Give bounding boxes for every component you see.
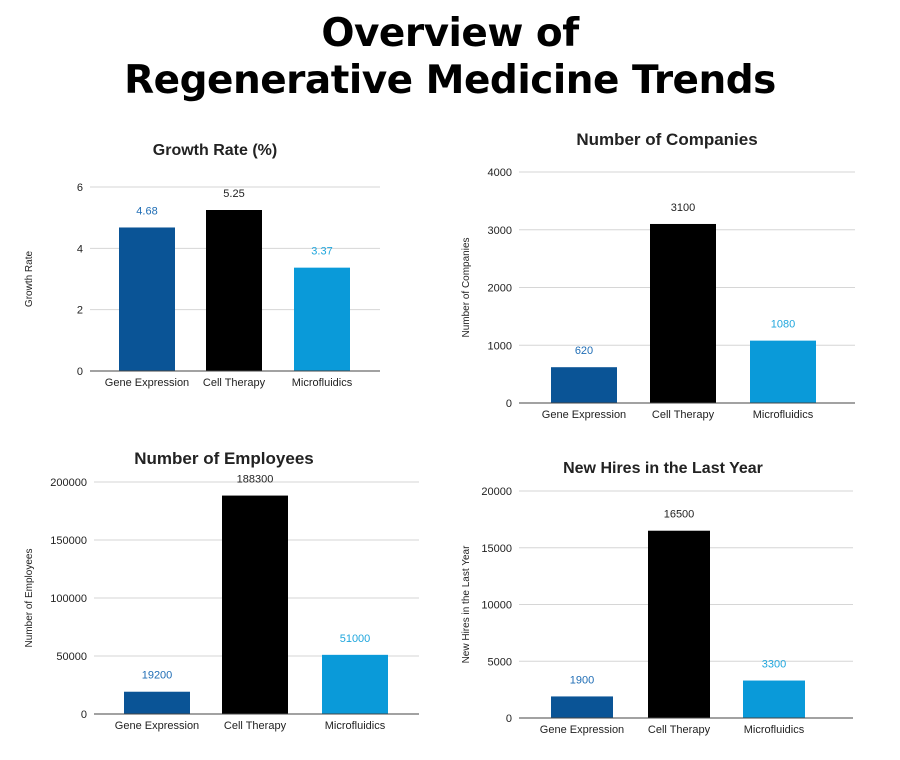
y-tick-label: 10000 bbox=[481, 600, 512, 612]
bar-cell-therapy bbox=[222, 495, 288, 714]
y-tick-label: 20000 bbox=[481, 486, 512, 498]
y-tick-label: 5000 bbox=[488, 656, 512, 668]
data-label: 51000 bbox=[340, 633, 371, 645]
data-label: 16500 bbox=[664, 509, 695, 521]
data-label: 3300 bbox=[762, 659, 786, 671]
y-tick-label: 15000 bbox=[481, 543, 512, 555]
x-tick-label: Gene Expression bbox=[115, 720, 199, 732]
y-tick-label: 2000 bbox=[488, 283, 512, 295]
bar-gene-expression bbox=[551, 367, 617, 403]
hires-chart-svg: New Hires in the Last Year New Hires in t… bbox=[461, 460, 853, 736]
page-title-line-1: Overview of bbox=[321, 11, 579, 56]
y-tick-label: 0 bbox=[77, 366, 83, 378]
y-tick-label: 4 bbox=[77, 243, 83, 255]
employees-chart: Number of Employees Number of Employees 0 5… bbox=[0, 440, 450, 760]
y-tick-label: 3000 bbox=[488, 225, 512, 237]
x-tick-label: Gene Expression bbox=[540, 724, 624, 736]
y-tick-label: 200000 bbox=[50, 477, 87, 489]
data-label: 4.68 bbox=[136, 205, 157, 217]
page-title-line-2: Regenerative Medicine Trends bbox=[124, 58, 776, 103]
y-tick-label: 1000 bbox=[488, 340, 512, 352]
companies-chart-svg: Number of Companies Number of Companies 0 1… bbox=[461, 130, 855, 421]
x-tick-label: Microfluidics bbox=[753, 409, 814, 421]
new-hires-chart: New Hires in the Last Year New Hires in t… bbox=[450, 440, 900, 760]
x-tick-label: Cell Therapy bbox=[203, 377, 266, 389]
chart-title: New Hires in the Last Year bbox=[563, 460, 763, 477]
bar-cell-therapy bbox=[650, 223, 716, 403]
y-axis-label: Number of Companies bbox=[461, 237, 472, 337]
companies-chart: Number of Companies Number of Companies 0 1… bbox=[450, 125, 900, 445]
bar-microfluidics bbox=[743, 680, 805, 718]
bar-gene-expression bbox=[119, 227, 175, 371]
x-tick-label: Microfluidics bbox=[744, 724, 805, 736]
x-tick-label: Microfluidics bbox=[325, 720, 386, 732]
bar-microfluidics bbox=[750, 340, 816, 403]
data-label: 620 bbox=[575, 345, 593, 357]
employees-chart-svg: Number of Employees Number of Employees 0 5… bbox=[24, 449, 419, 732]
data-label: 19200 bbox=[142, 670, 173, 682]
y-axis-label: Number of Employees bbox=[24, 549, 35, 648]
data-label: 3100 bbox=[671, 202, 695, 214]
bar-microfluidics bbox=[294, 267, 350, 371]
y-tick-label: 0 bbox=[506, 713, 512, 725]
bar-gene-expression bbox=[124, 691, 190, 714]
growth-chart-svg: Growth Rate (%) Growth Rate 0 2 4 6 4.68 Gene E… bbox=[24, 142, 380, 389]
chart-title: Growth Rate (%) bbox=[153, 142, 277, 159]
growth-rate-chart: Growth Rate (%) Growth Rate 0 2 4 6 4.68 Gene E… bbox=[0, 125, 450, 445]
data-label: 5.25 bbox=[223, 188, 244, 200]
y-axis-label: New Hires in the Last Year bbox=[461, 545, 472, 664]
data-label: 3.37 bbox=[311, 246, 332, 258]
data-label: 188300 bbox=[237, 474, 274, 486]
x-tick-label: Cell Therapy bbox=[648, 724, 711, 736]
chart-title: Number of Companies bbox=[576, 130, 757, 149]
data-label: 1900 bbox=[570, 674, 594, 686]
x-tick-label: Gene Expression bbox=[542, 409, 626, 421]
x-tick-label: Cell Therapy bbox=[652, 409, 715, 421]
x-tick-label: Microfluidics bbox=[292, 377, 353, 389]
y-tick-label: 150000 bbox=[50, 535, 87, 547]
bar-cell-therapy bbox=[206, 210, 262, 371]
y-tick-label: 100000 bbox=[50, 593, 87, 605]
y-tick-label: 4000 bbox=[488, 167, 512, 179]
bar-cell-therapy bbox=[648, 530, 710, 718]
y-tick-label: 6 bbox=[77, 182, 83, 194]
y-tick-label: 2 bbox=[77, 305, 83, 317]
y-tick-label: 0 bbox=[506, 398, 512, 410]
page-title: Overview of Regenerative Medicine Trends bbox=[0, 10, 900, 104]
bar-gene-expression bbox=[551, 696, 613, 718]
x-tick-label: Gene Expression bbox=[105, 377, 189, 389]
y-axis-label: Growth Rate bbox=[24, 250, 35, 307]
x-tick-label: Cell Therapy bbox=[224, 720, 287, 732]
y-tick-label: 50000 bbox=[56, 651, 87, 663]
y-tick-label: 0 bbox=[81, 709, 87, 721]
chart-title: Number of Employees bbox=[134, 449, 314, 468]
data-label: 1080 bbox=[771, 319, 795, 331]
bar-microfluidics bbox=[322, 654, 388, 714]
